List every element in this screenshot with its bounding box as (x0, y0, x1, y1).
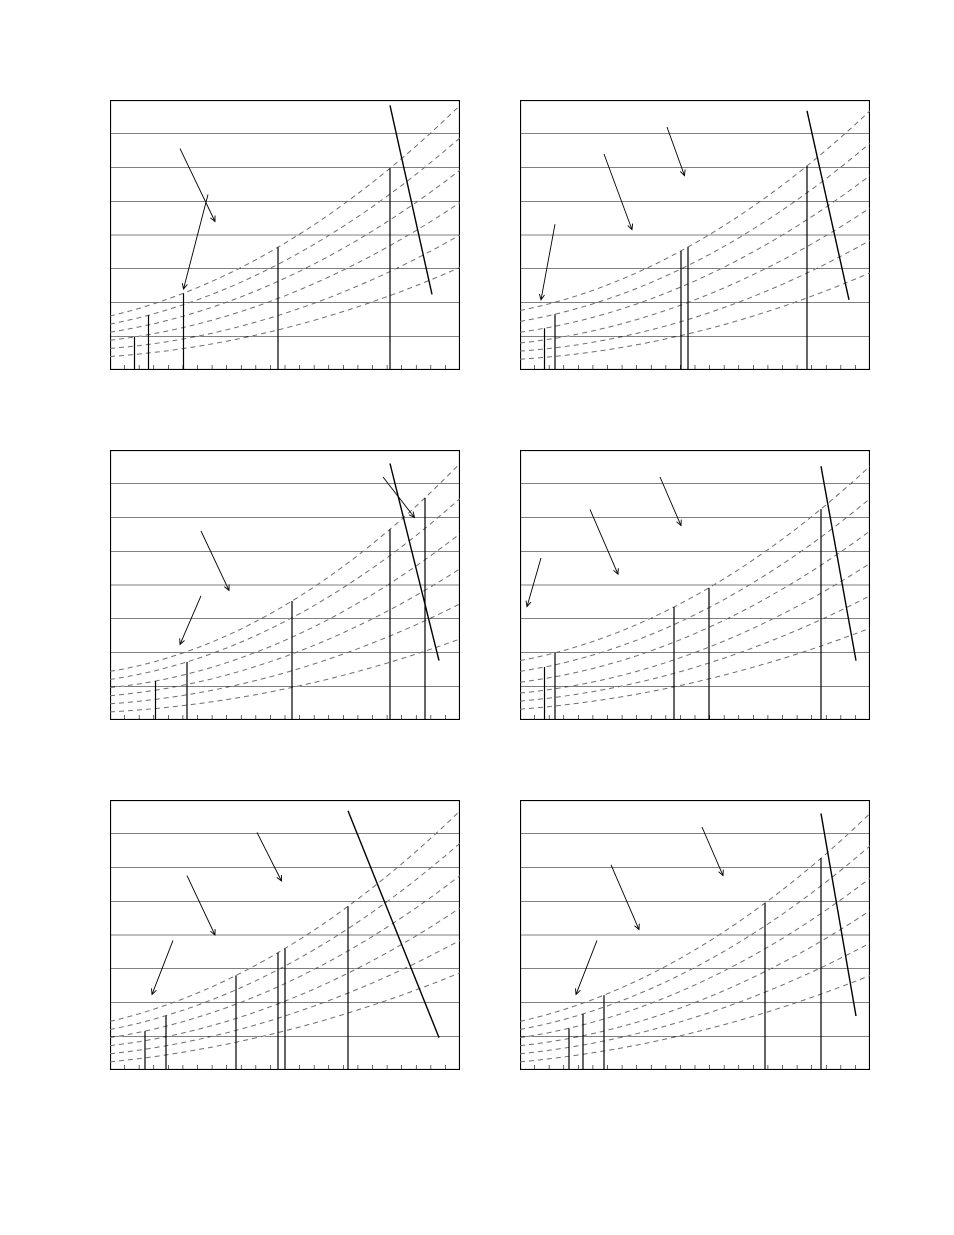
chart-grid (110, 100, 870, 1070)
chart-3 (110, 450, 460, 720)
page (0, 0, 954, 1235)
chart-6 (520, 800, 870, 1070)
chart-2 (520, 100, 870, 370)
chart-5 (110, 800, 460, 1070)
chart-1 (110, 100, 460, 370)
chart-4 (520, 450, 870, 720)
